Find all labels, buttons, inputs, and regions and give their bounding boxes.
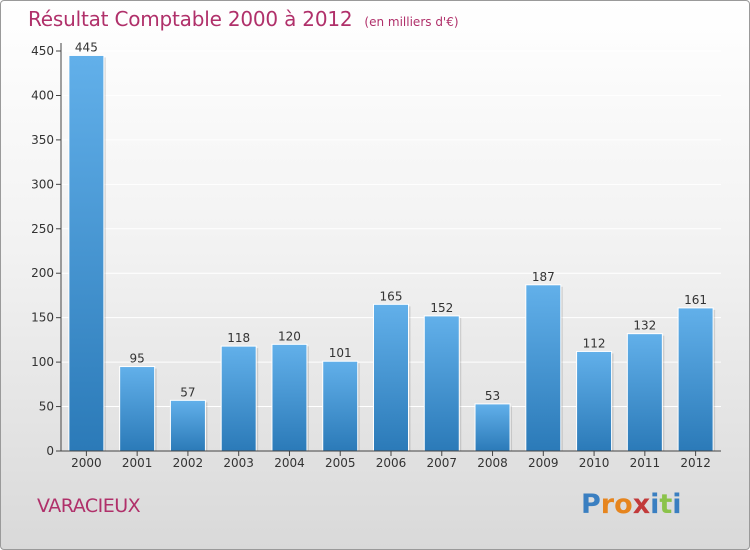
logo-letter: P [581,489,601,520]
logo-letter: o [614,489,633,520]
bar-2009[interactable] [525,284,562,452]
bar-value-label: 101 [329,346,352,360]
y-tick-label: 50 [39,400,54,414]
bar-2007[interactable] [423,315,460,452]
bar-2012[interactable] [677,307,714,452]
bar-value-label: 161 [684,293,707,307]
x-tick-label: 2005 [325,456,356,470]
title-row: Résultat Comptable 2000 à 2012 (en millie… [28,7,459,31]
x-tick-label: 2000 [71,456,102,470]
bar-2006[interactable] [373,303,409,452]
x-tick-label: 2007 [426,456,457,470]
x-tick-label: 2011 [630,456,661,470]
bar-value-label: 165 [380,289,403,303]
x-tick-label: 2001 [122,456,153,470]
bar-value-label: 120 [278,329,301,343]
bar-2003[interactable] [220,345,257,452]
x-tick-label: 2004 [274,456,305,470]
place-name: VARACIEUX [37,495,141,517]
bar-2008[interactable] [474,403,511,452]
logo-letter: i [672,489,682,520]
bar-2001[interactable] [119,366,156,452]
y-tick-label: 450 [31,44,54,58]
bar-value-label: 445 [75,40,98,54]
x-tick-label: 2006 [376,456,407,470]
y-tick-label: 350 [31,133,54,147]
bar-chart: 445 95 57 118 120 101 165 152 53 187 112 132 161 0 50… [31,40,721,470]
logo-letter: t [659,489,673,520]
proxiti-logo[interactable]: Proxiti [581,489,682,520]
bar-value-label: 152 [430,301,453,315]
bar-2005[interactable] [322,360,359,452]
y-tick-label: 300 [31,177,54,191]
logo-letter: x [632,489,651,520]
x-tick-label: 2010 [579,456,610,470]
bar-value-label: 132 [633,319,656,333]
x-tick-label: 2012 [680,456,711,470]
y-tick-label: 400 [31,88,54,102]
x-tick-label: 2009 [528,456,559,470]
x-tick-label: 2003 [223,456,254,470]
chart-unit: (en milliers d'€) [364,15,459,29]
bar-value-label: 57 [180,385,195,399]
bar-value-label: 112 [583,336,606,350]
y-tick-label: 200 [31,266,54,280]
y-tick-label: 100 [31,355,54,369]
bar-2002[interactable] [169,399,206,452]
bar-value-label: 95 [130,352,145,366]
bar-value-label: 53 [485,389,500,403]
x-tick-label: 2002 [173,456,204,470]
bar-value-label: 187 [532,270,555,284]
x-tick-label: 2008 [477,456,508,470]
y-tick-label: 150 [31,311,54,325]
bar-2010[interactable] [576,350,613,452]
logo-letter: i [650,489,660,520]
bar-2004[interactable] [271,343,308,452]
bar-2011[interactable] [626,333,663,452]
logo-letter: r [600,489,615,520]
y-tick-label: 0 [46,444,54,458]
chart-title: Résultat Comptable 2000 à 2012 [28,7,353,31]
bar-2000[interactable] [68,54,105,452]
bar-value-label: 118 [227,331,250,345]
y-tick-label: 250 [31,222,54,236]
